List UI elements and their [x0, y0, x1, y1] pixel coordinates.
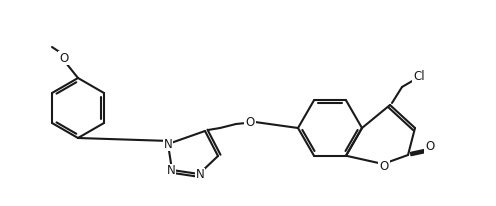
Text: N: N	[195, 169, 204, 181]
Text: O: O	[246, 116, 254, 129]
Text: O: O	[426, 140, 434, 153]
Text: O: O	[379, 159, 389, 172]
Text: Cl: Cl	[413, 70, 425, 83]
Text: O: O	[60, 52, 68, 64]
Text: N: N	[167, 165, 176, 178]
Text: N: N	[164, 137, 173, 151]
